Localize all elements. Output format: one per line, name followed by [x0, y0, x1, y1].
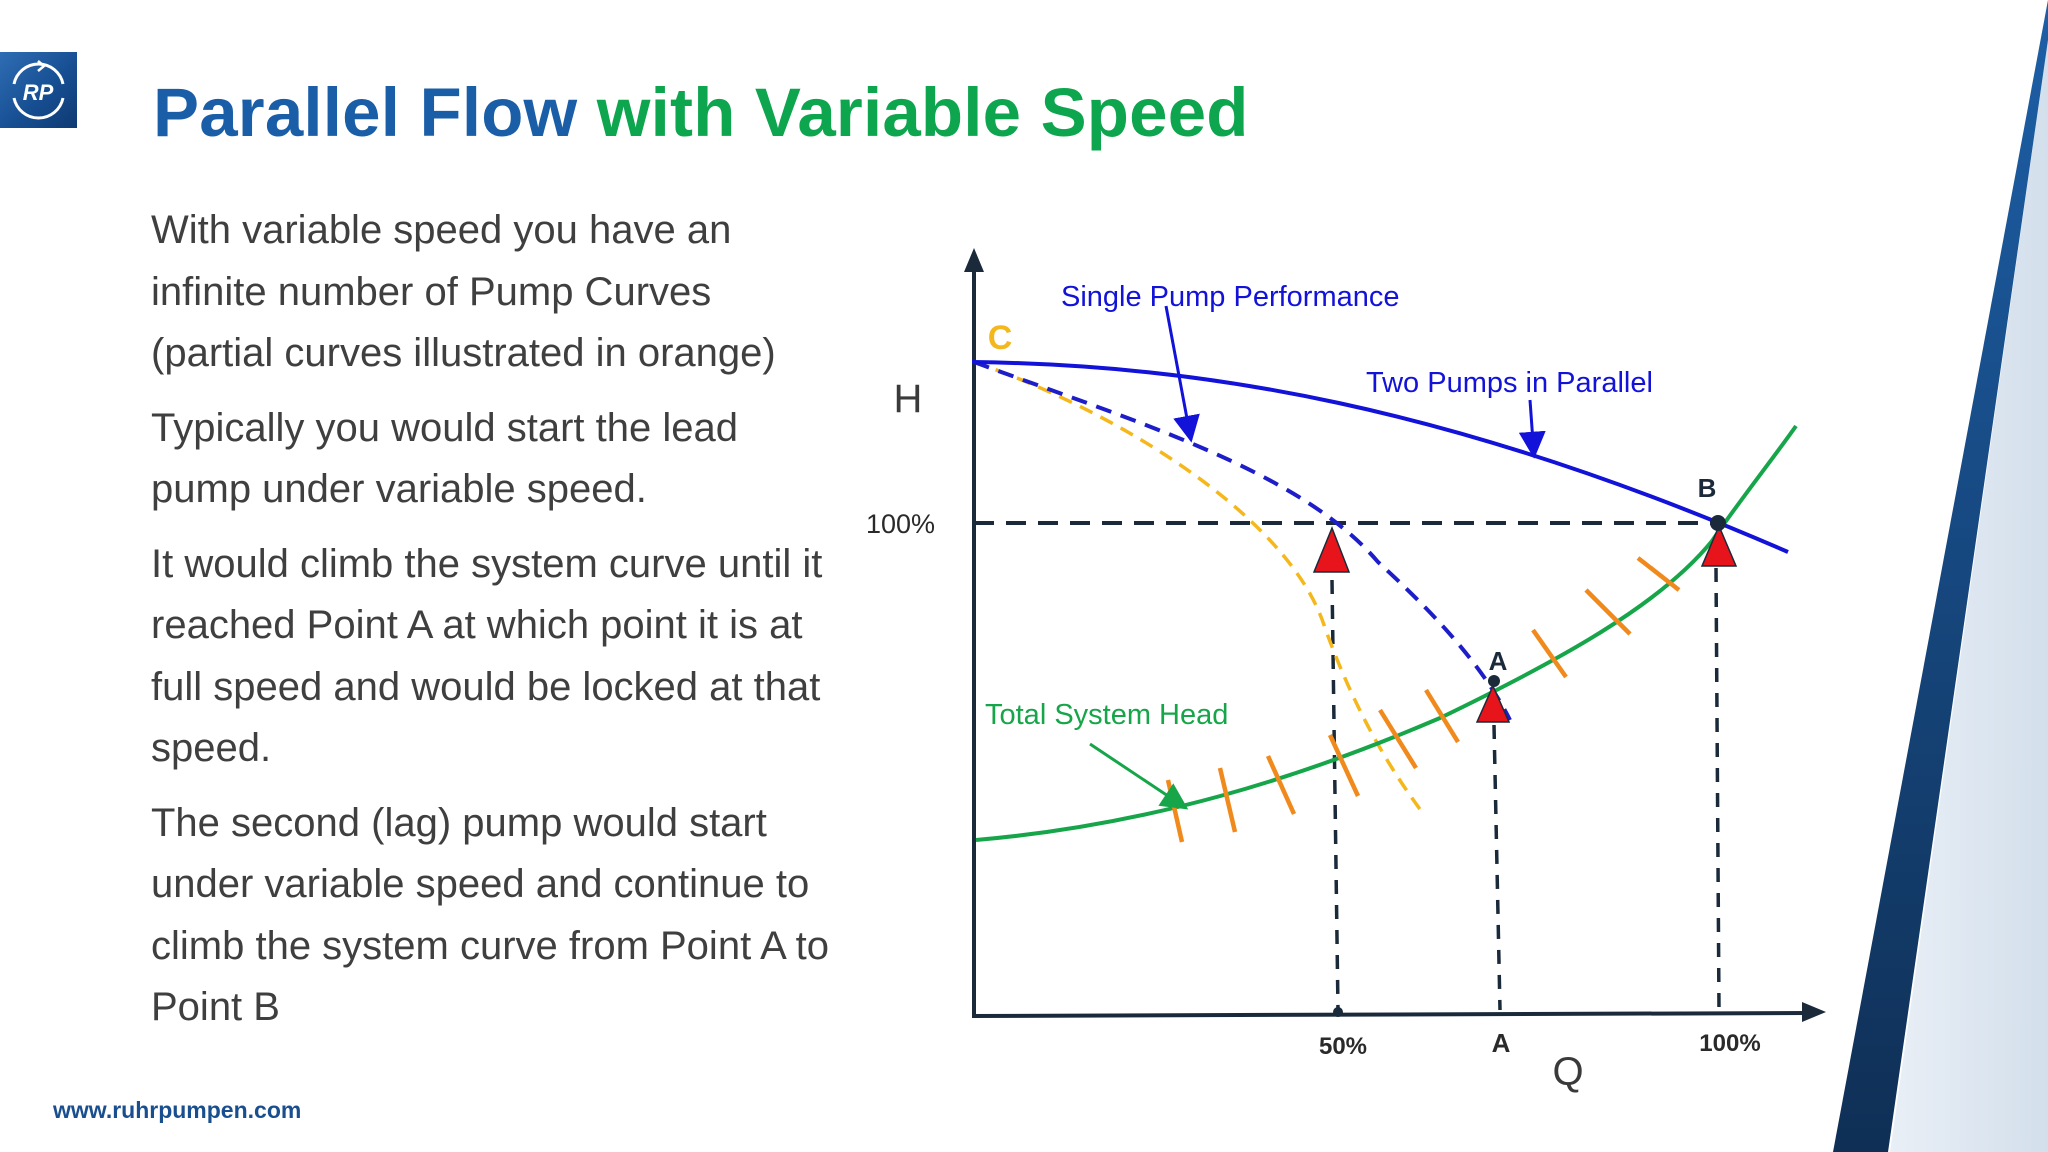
x-tick-50: 50% [1319, 1033, 1367, 1060]
paragraph: It would climb the system curve until it… [151, 541, 823, 771]
x-tick-a: A [1492, 1028, 1511, 1058]
system-head-curve [975, 424, 1798, 842]
point-a-label: A [1489, 646, 1508, 676]
v-100-guide [1714, 567, 1721, 1011]
footer-url[interactable]: www.ruhrpumpen.com [53, 1097, 302, 1123]
y-axis-label: H [894, 377, 923, 421]
partial-speed-curve [973, 360, 1424, 814]
slide-title: Parallel Flow with Variable Speed [153, 72, 1249, 154]
paragraph: Typically you would start the lead pump … [151, 405, 738, 512]
paragraph: With variable speed you have an infinite… [151, 208, 776, 375]
x-axis-arrowhead [1802, 1002, 1826, 1022]
two-pumps-label: Two Pumps in Parallel [1366, 367, 1653, 399]
point-c-label: C [988, 319, 1013, 357]
title-part-1: Parallel Flow [153, 74, 597, 151]
body-text: With variable speed you have an infinite… [151, 200, 831, 1052]
two-pumps-curve [971, 360, 1789, 554]
system-head-arrow [1089, 742, 1189, 810]
x-axis-label: Q [1552, 1050, 1583, 1094]
company-logo: RP [0, 52, 77, 128]
marker-a [1475, 684, 1511, 723]
speed-tick-marks [1165, 556, 1681, 843]
x-50-dot [1333, 1007, 1343, 1017]
marker-50 [1312, 525, 1351, 573]
paragraph: The second (lag) pump would start under … [151, 800, 830, 1030]
y-axis-arrowhead [964, 248, 984, 272]
marker-b [1700, 524, 1738, 567]
v-50-guide [1330, 579, 1340, 1011]
two-pumps-arrow [1518, 399, 1546, 459]
point-b-dot [1710, 515, 1726, 531]
system-head-label: Total System Head [985, 699, 1228, 731]
y-tick-100: 100% [866, 509, 935, 539]
title-part-2: with Variable Speed [596, 74, 1249, 151]
single-pump-arrow [1164, 305, 1200, 443]
single-pump-label: Single Pump Performance [1061, 281, 1400, 313]
x-axis [971, 1011, 1809, 1018]
x-tick-100: 100% [1699, 1030, 1760, 1057]
single-pump-curve [973, 360, 1512, 721]
point-b-label: B [1698, 473, 1717, 503]
point-a-dot [1488, 675, 1500, 687]
v-a-guide [1492, 724, 1502, 1011]
logo-text: RP [23, 80, 54, 105]
